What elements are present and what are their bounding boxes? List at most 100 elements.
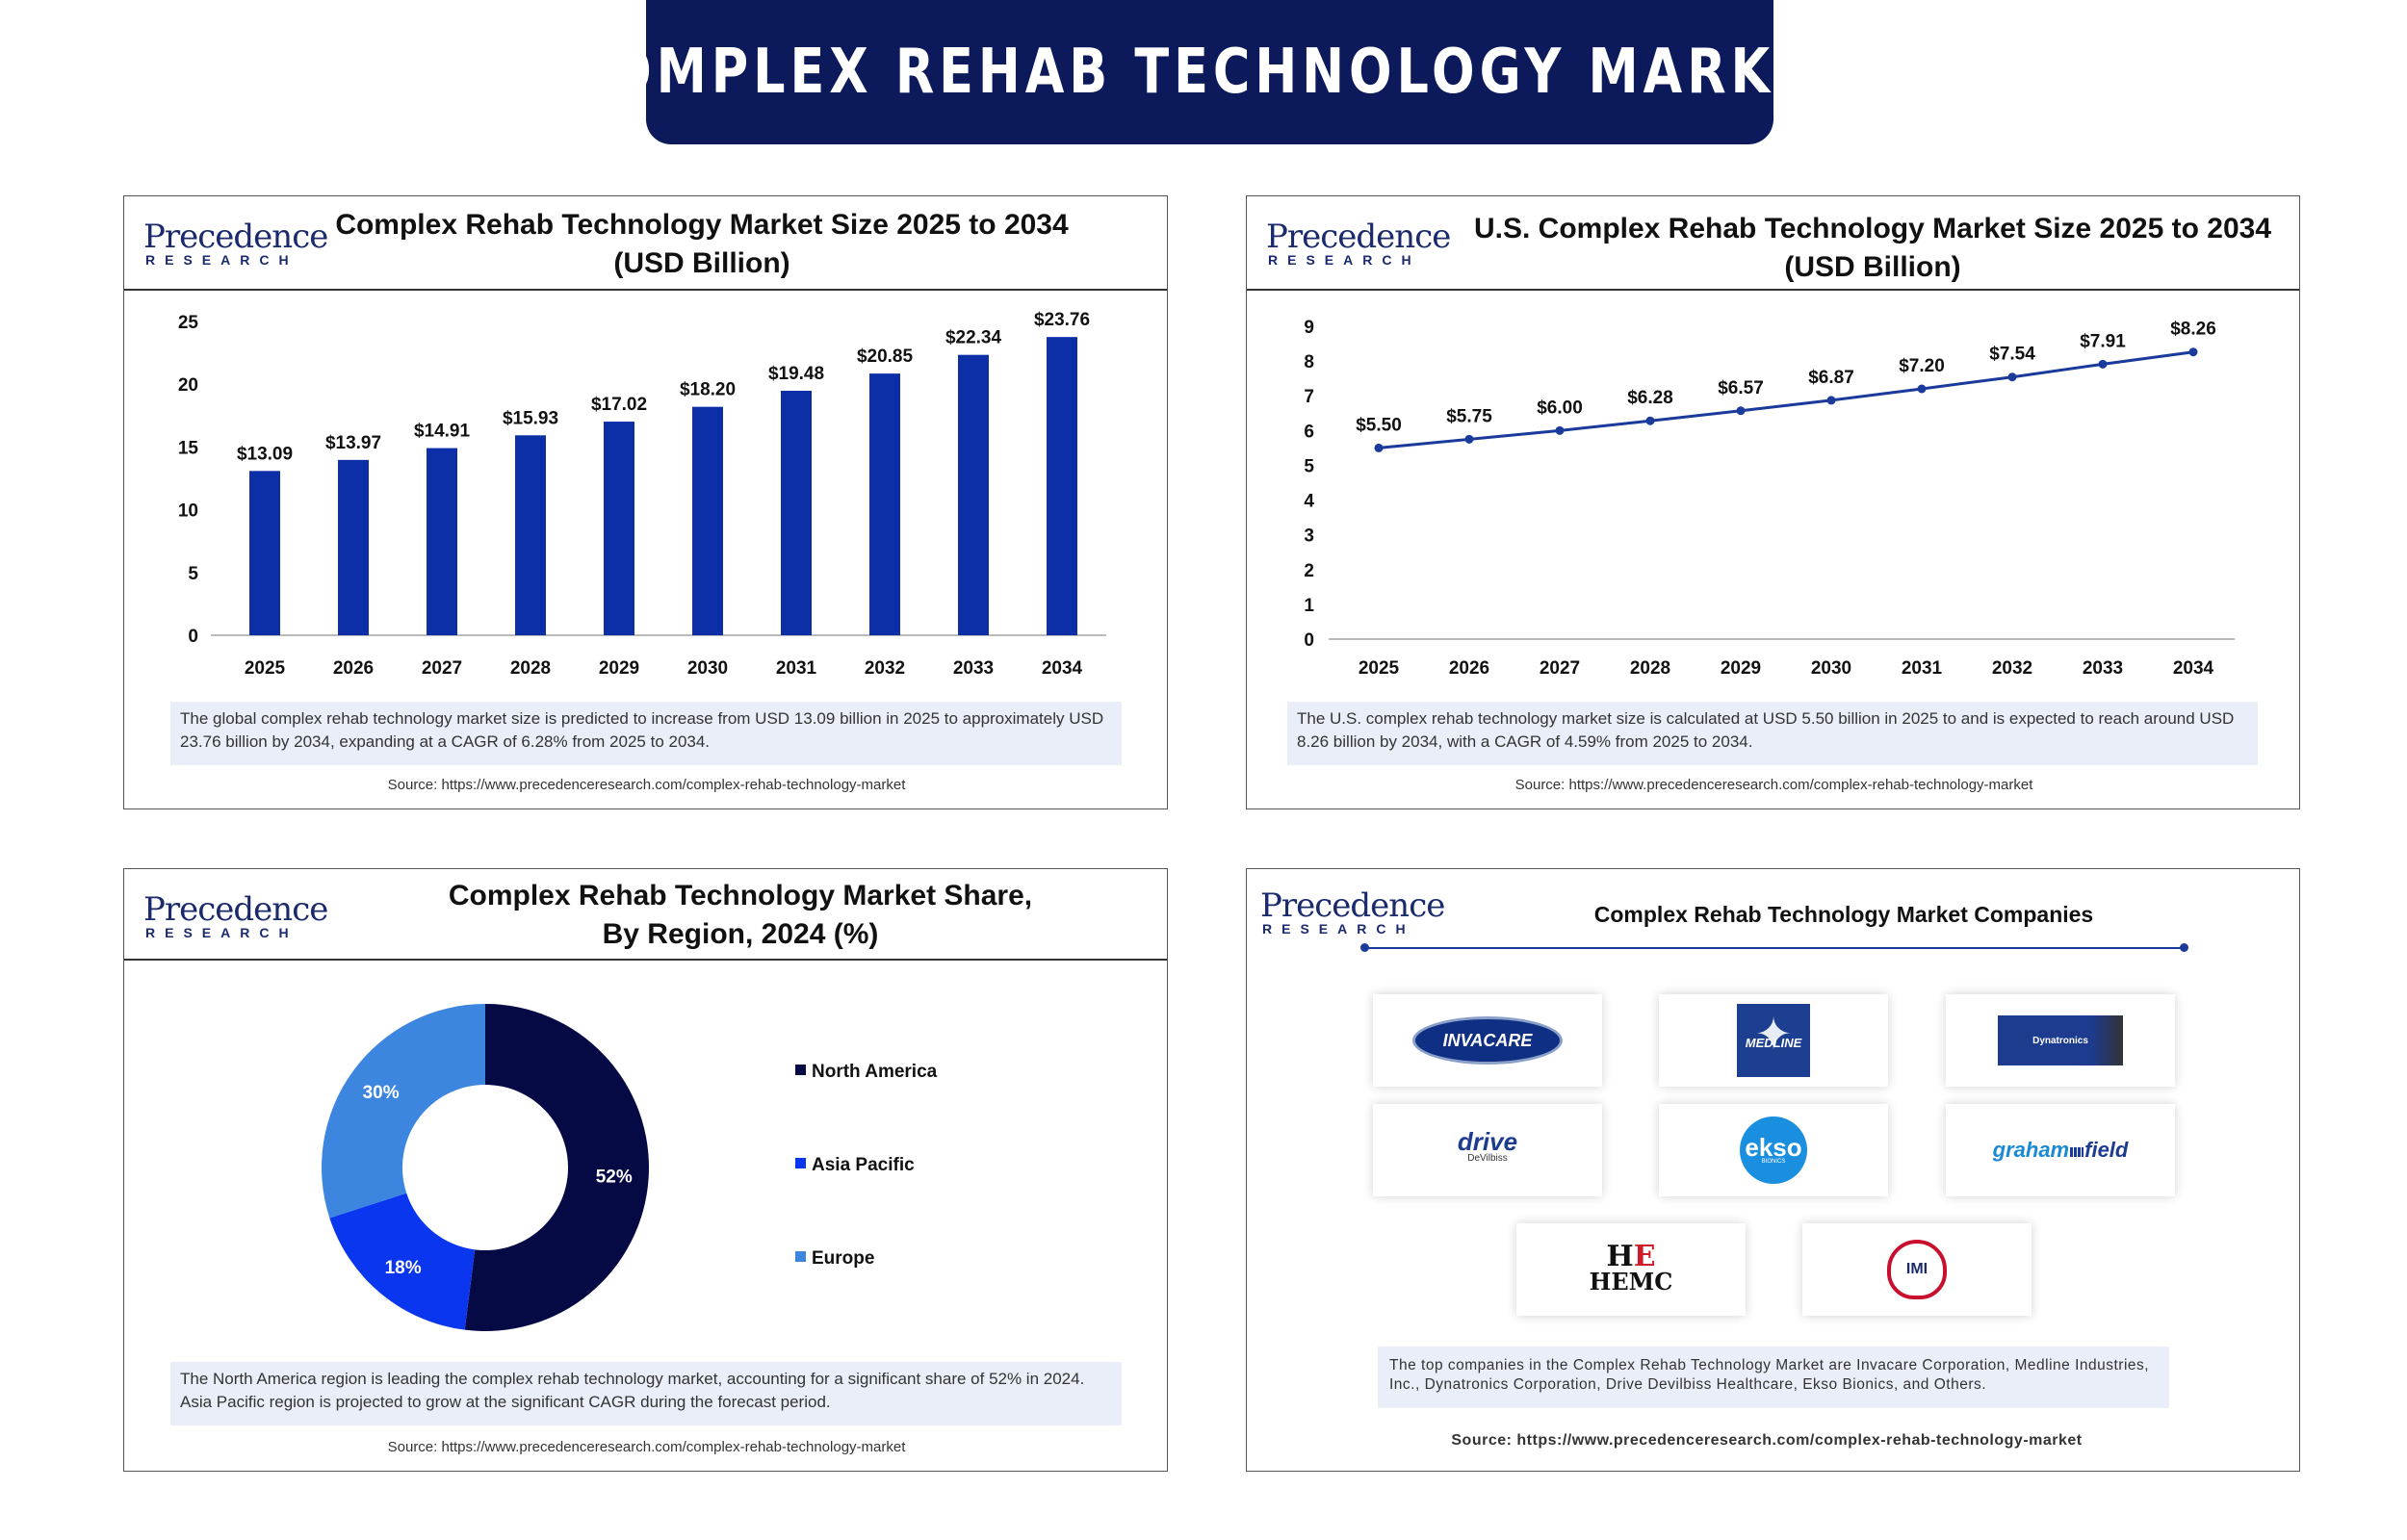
x-tick-label: 2030 bbox=[1811, 658, 1851, 679]
slice-label: 30% bbox=[363, 1083, 400, 1103]
dynatronics-text: Dynatronics bbox=[2032, 1035, 2088, 1046]
bar bbox=[869, 373, 900, 635]
source-text: Source: https://www.precedenceresearch.c… bbox=[1514, 777, 2033, 793]
y-tick-label: 6 bbox=[1304, 422, 1314, 442]
x-tick-label: 2026 bbox=[333, 658, 374, 679]
data-label: $7.54 bbox=[1989, 345, 2035, 365]
hemc-logo: HE HEMC bbox=[1589, 1243, 1673, 1296]
legend-swatch bbox=[795, 1065, 806, 1076]
title-line-2: (USD Billion) bbox=[613, 247, 790, 279]
bar bbox=[604, 422, 634, 635]
precedence-logo: Precedence RESEARCH bbox=[1266, 218, 1451, 268]
data-label: $22.34 bbox=[945, 328, 1002, 348]
data-label: $8.26 bbox=[2170, 320, 2216, 340]
page-title: COMPLEX REHAB TECHNOLOGY MARKET bbox=[566, 37, 1853, 108]
data-label: $6.28 bbox=[1627, 388, 1673, 408]
y-tick-label: 0 bbox=[1304, 630, 1314, 651]
data-point bbox=[2188, 347, 2198, 357]
ekso-logo: ekso BIONICS bbox=[1740, 1116, 1807, 1184]
data-point bbox=[1736, 406, 1746, 416]
data-point bbox=[2007, 372, 2017, 382]
data-point bbox=[1374, 443, 1384, 452]
x-tick-label: 2027 bbox=[1540, 658, 1580, 679]
data-label: $20.85 bbox=[857, 346, 914, 367]
source-text: Source: https://www.precedenceresearch.c… bbox=[387, 777, 906, 793]
bar bbox=[692, 406, 723, 635]
companies-title: Complex Rehab Technology Market Companie… bbox=[1593, 902, 2094, 927]
y-tick-label: 4 bbox=[1304, 492, 1314, 512]
invacare-text: INVACARE bbox=[1442, 1030, 1533, 1050]
x-tick-label: 2026 bbox=[1449, 658, 1489, 679]
x-tick-label: 2033 bbox=[2083, 658, 2123, 679]
data-label: $7.91 bbox=[2080, 331, 2126, 351]
data-label: $7.20 bbox=[1899, 356, 1945, 376]
imi-text: IMI bbox=[1905, 1261, 1928, 1277]
title-line-1: Complex Rehab Technology Market Size 202… bbox=[335, 209, 1069, 241]
y-tick-label: 7 bbox=[1304, 387, 1314, 407]
data-label: $6.87 bbox=[1808, 368, 1854, 388]
bar bbox=[1047, 337, 1077, 635]
hemc-text: HEMC bbox=[1589, 1268, 1673, 1296]
star-icon: ✦ bbox=[1754, 1009, 1793, 1059]
data-point bbox=[1917, 384, 1927, 394]
data-label: $15.93 bbox=[503, 408, 558, 428]
graham-field-logo: graham field bbox=[1993, 1138, 2129, 1163]
donut-slice bbox=[329, 1193, 476, 1330]
market-size-panel: Precedence RESEARCH Complex Rehab Techno… bbox=[123, 195, 1168, 809]
logo-word: Precedence bbox=[1260, 886, 1445, 925]
underline-dot-right bbox=[2180, 943, 2188, 952]
legend-item: Asia Pacific bbox=[795, 1155, 915, 1176]
info-box: The North America region is leading the … bbox=[170, 1362, 1122, 1425]
series-line bbox=[1378, 350, 2194, 449]
data-label: $5.75 bbox=[1446, 406, 1492, 426]
page-banner: COMPLEX REHAB TECHNOLOGY MARKET bbox=[567, 0, 1849, 144]
x-tick-label: 2032 bbox=[865, 658, 905, 679]
bar bbox=[781, 390, 812, 635]
x-tick-label: 2033 bbox=[953, 658, 994, 679]
invacare-logo: INVACARE bbox=[1412, 1016, 1563, 1065]
x-tick-label: 2030 bbox=[687, 658, 728, 679]
title-line-2: (USD Billion) bbox=[1784, 251, 1961, 283]
y-tick-label: 25 bbox=[178, 313, 199, 333]
x-tick-label: 2034 bbox=[2173, 658, 2214, 679]
data-label: $6.57 bbox=[1718, 378, 1764, 398]
x-tick-label: 2031 bbox=[776, 658, 817, 679]
market-size-bar-chart: 0510152025$13.092025$13.972026$14.912027… bbox=[178, 310, 1106, 679]
panel-title: Complex Rehab Technology Market Share, B… bbox=[355, 877, 1126, 954]
legend-item: North America bbox=[795, 1062, 937, 1083]
title-line-2: By Region, 2024 (%) bbox=[602, 918, 879, 950]
info-box: The U.S. complex rehab technology market… bbox=[1287, 702, 2258, 765]
data-label: $13.97 bbox=[325, 433, 381, 453]
y-tick-label: 1 bbox=[1304, 596, 1314, 616]
data-point bbox=[1826, 396, 1836, 405]
y-tick-label: 20 bbox=[178, 375, 198, 396]
company-card-hemc: HE HEMC bbox=[1516, 1223, 1746, 1316]
precedence-logo: Precedence RESEARCH bbox=[143, 890, 328, 940]
drive-text: drive bbox=[1457, 1127, 1518, 1156]
x-tick-label: 2031 bbox=[1902, 658, 1943, 679]
field-text: field bbox=[2084, 1138, 2129, 1162]
panel-header: Precedence RESEARCH U.S. Complex Rehab T… bbox=[1247, 196, 2299, 291]
company-card-imi: IMI bbox=[1802, 1223, 2032, 1316]
panel-title: U.S. Complex Rehab Technology Market Siz… bbox=[1459, 210, 2287, 287]
source-text: Source: https://www.precedenceresearch.c… bbox=[387, 1439, 906, 1455]
imi-logo: IMI bbox=[1887, 1240, 1947, 1299]
slice-label: 52% bbox=[596, 1167, 633, 1187]
slice-label: 18% bbox=[385, 1258, 422, 1278]
precedence-logo: Precedence RESEARCH bbox=[1260, 886, 1445, 937]
data-point bbox=[1464, 434, 1474, 444]
region-donut-chart: 52% 18% 30% bbox=[322, 1004, 649, 1331]
y-tick-label: 0 bbox=[188, 627, 198, 647]
panel-header: Precedence RESEARCH Complex Rehab Techno… bbox=[124, 869, 1167, 961]
precedence-logo: Precedence RESEARCH bbox=[143, 218, 328, 268]
legend-label: Asia Pacific bbox=[812, 1155, 915, 1175]
x-tick-label: 2025 bbox=[1359, 658, 1400, 679]
data-label: $23.76 bbox=[1034, 310, 1090, 330]
x-tick-label: 2029 bbox=[1721, 658, 1761, 679]
x-tick-label: 2032 bbox=[1992, 658, 2032, 679]
y-tick-label: 3 bbox=[1304, 526, 1314, 547]
companies-panel: Precedence RESEARCH Complex Rehab Techno… bbox=[1246, 868, 2300, 1472]
y-tick-label: 15 bbox=[178, 438, 199, 458]
title-underline bbox=[1364, 947, 2185, 949]
data-label: $5.50 bbox=[1356, 415, 1402, 435]
